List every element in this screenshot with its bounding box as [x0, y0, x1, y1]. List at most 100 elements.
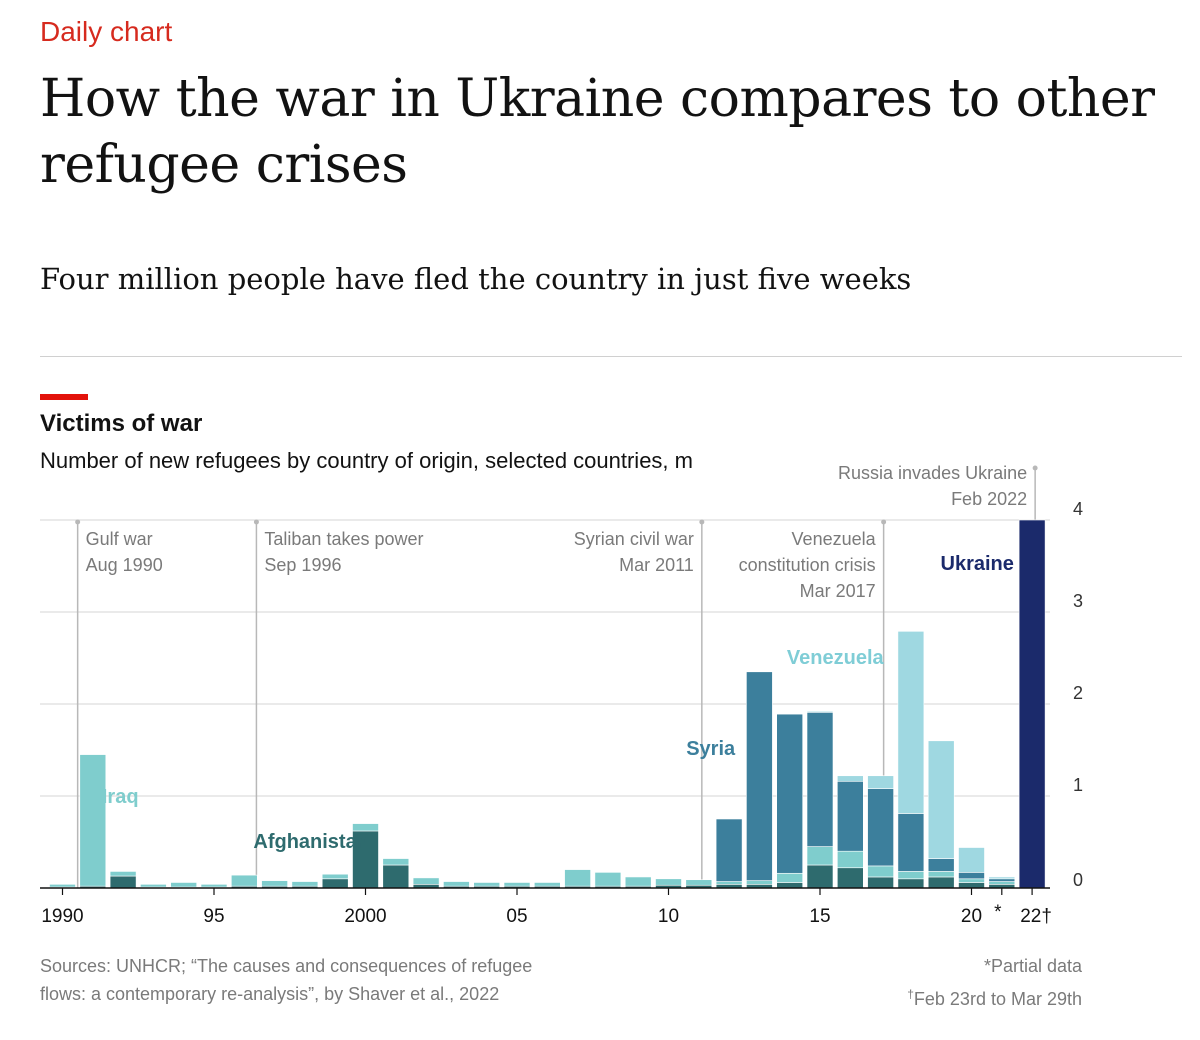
x-tick-label: 1990 [41, 906, 83, 927]
bar-afghanistan [806, 864, 834, 889]
bar-syria [746, 671, 773, 881]
divider [40, 356, 1182, 357]
series-label-syria: Syria [686, 738, 736, 760]
partial-data-note: *Partial data [983, 956, 1082, 976]
chart-title: Victims of war [40, 410, 203, 437]
bar-iraq [49, 884, 76, 888]
bar-venezuela [836, 775, 864, 782]
bar-venezuela [897, 631, 925, 814]
page-title: How the war in Ukraine compares to other… [40, 69, 1155, 195]
bar-iraq [382, 858, 410, 866]
bar-venezuela [927, 740, 955, 859]
bar-syria [927, 858, 955, 872]
bar-iraq [352, 823, 379, 832]
bar-venezuela [806, 711, 834, 713]
dagger-mark: † [907, 987, 914, 1001]
bar-iraq [412, 877, 440, 885]
bar-iraq [443, 881, 470, 887]
kicker: Daily chart [40, 16, 173, 47]
y-tick-label: 3 [1073, 591, 1083, 611]
x-tick-label: * [994, 902, 1002, 923]
bar-afghanistan [958, 882, 985, 889]
bar-afghanistan [382, 864, 410, 889]
x-tick-label: 22† [1020, 906, 1052, 927]
bar-iraq [624, 876, 652, 887]
bar-syria [867, 788, 894, 867]
annotation-dot [75, 519, 81, 525]
date-range-note: †Feb 23rd to Mar 29th [907, 980, 1082, 1013]
bar-syria [836, 780, 864, 852]
annotation-text: Russia invades Ukraine [838, 463, 1027, 483]
bar-iraq [927, 871, 955, 878]
x-tick-label: 15 [809, 906, 830, 927]
bar-ukraine [1018, 519, 1046, 889]
annotation-text: Mar 2011 [619, 555, 694, 575]
annotation-dot [1032, 465, 1038, 471]
series-label-iraq: Iraq [102, 786, 139, 808]
bar-afghanistan [776, 882, 804, 889]
bar-afghanistan [321, 878, 349, 889]
bar-iraq [291, 881, 319, 887]
bar-iraq [79, 754, 107, 887]
annotation-text: Gulf war [86, 529, 153, 549]
annotation-text: Sep 1996 [264, 555, 341, 575]
bar-iraq [533, 882, 561, 887]
x-tick-label: 05 [506, 906, 527, 927]
date-range-text: Feb 23rd to Mar 29th [913, 989, 1082, 1009]
annotation-text: Mar 2017 [800, 581, 876, 601]
y-tick-label: 2 [1073, 683, 1083, 703]
annotation-dot [881, 519, 887, 525]
y-tick-label: 1 [1073, 775, 1083, 795]
bar-syria [897, 813, 925, 872]
bar-iraq [776, 872, 804, 883]
chart-subtitle: Number of new refugees by country of ori… [40, 448, 693, 473]
x-tick-label: 10 [658, 906, 679, 927]
annotation-dot [253, 519, 259, 525]
bar-iraq [685, 879, 713, 886]
x-tick-label: 95 [203, 906, 224, 927]
annotation-text: Taliban takes power [264, 529, 423, 549]
bar-iraq [655, 878, 682, 886]
bar-iraq [836, 850, 864, 869]
y-tick-label: 0 [1073, 870, 1083, 890]
series-label-afghanistan: Afghanistan [253, 831, 369, 853]
bar-iraq [988, 881, 1016, 885]
bar-iraq [897, 871, 925, 880]
x-tick-label: 2000 [344, 906, 386, 927]
bar-syria [806, 711, 834, 847]
bar-iraq [261, 880, 288, 887]
bar-syria [958, 872, 985, 880]
bar-iraq [746, 880, 773, 885]
annotation-text: Venezuela [792, 529, 877, 549]
page-subtitle: Four million people have fled the countr… [40, 262, 912, 296]
bar-iraq [564, 869, 591, 887]
bar-afghanistan [109, 875, 137, 889]
series-label-ukraine: Ukraine [941, 553, 1014, 575]
bar-venezuela [867, 775, 894, 789]
bar-iraq [503, 882, 531, 887]
annotation-text: Aug 1990 [86, 555, 163, 575]
bar-iraq [231, 874, 258, 887]
bar-iraq [170, 882, 197, 888]
annotation-text: Syrian civil war [574, 529, 694, 549]
bar-iraq [806, 846, 834, 866]
bar-venezuela [958, 847, 985, 873]
bar-iraq [140, 884, 167, 888]
x-tick-label: 20 [961, 906, 982, 927]
bar-iraq [321, 873, 349, 880]
bar-iraq [200, 884, 228, 888]
bar-syria [988, 878, 1016, 882]
bar-syria [776, 713, 804, 874]
footnotes: *Partial data †Feb 23rd to Mar 29th [907, 952, 1082, 1013]
annotation-dot [699, 519, 705, 525]
bar-iraq [109, 871, 137, 877]
annotation-text: Feb 2022 [951, 489, 1027, 509]
bar-iraq [715, 881, 743, 885]
bar-venezuela [988, 876, 1016, 880]
annotation-text: constitution crisis [739, 555, 876, 575]
series-label-venezuela: Venezuela [787, 647, 885, 669]
bar-afghanistan [867, 876, 894, 889]
sources-note: Sources: UNHCR; “The causes and conseque… [40, 956, 533, 1004]
bar-iraq [594, 872, 622, 887]
